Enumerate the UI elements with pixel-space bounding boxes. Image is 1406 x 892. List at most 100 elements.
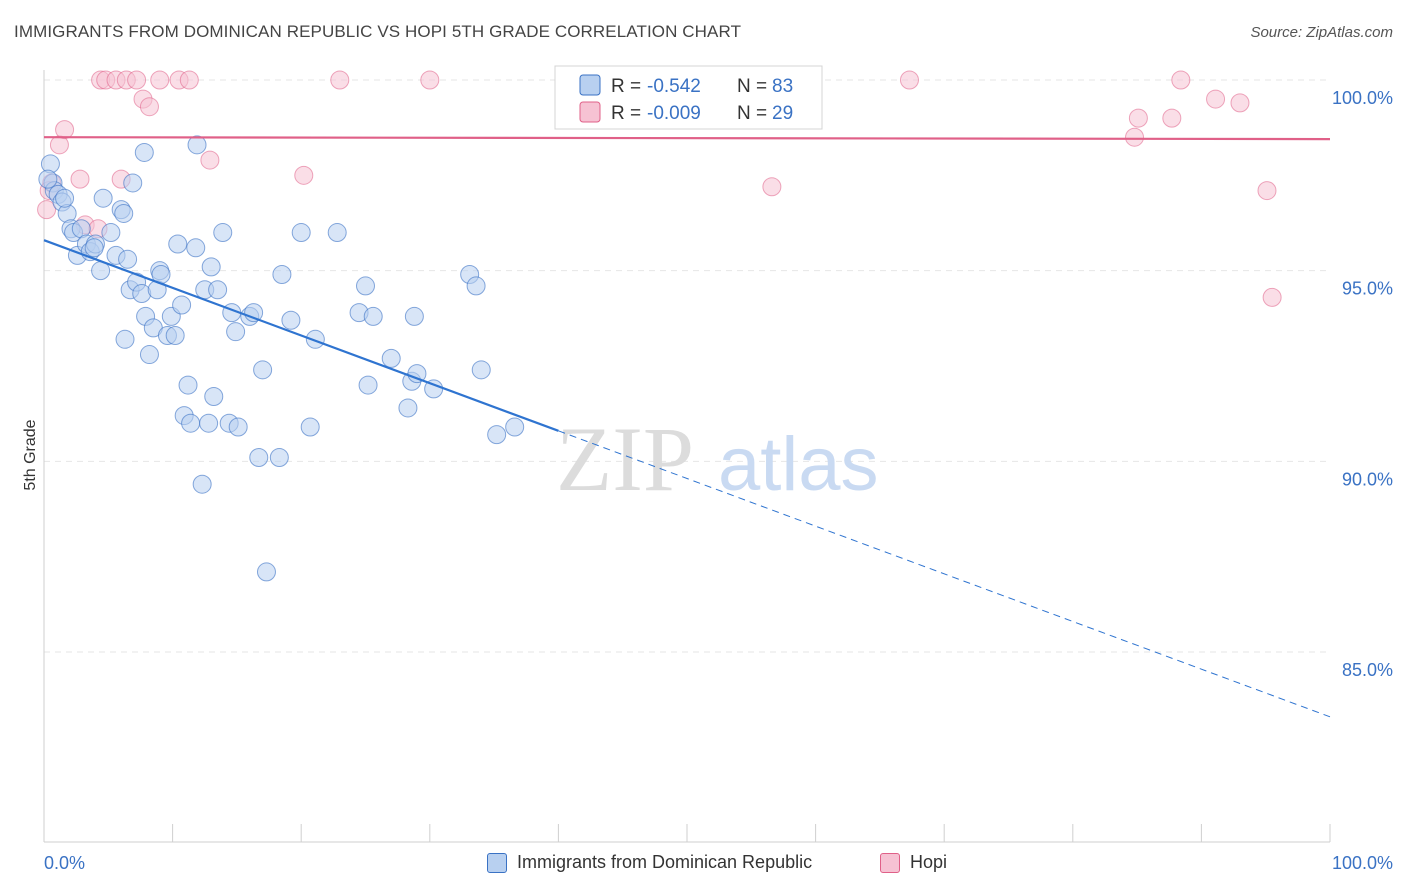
legend-label-dominican: Immigrants from Dominican Republic [517,852,813,872]
legend-item-hopi: Hopi [880,852,947,873]
x-tick-label-start: 0.0% [44,853,85,873]
dominican-point [404,306,424,326]
axes [43,70,1331,843]
dominican-point [199,413,219,433]
dominican-point [123,173,143,193]
dominican-point [269,448,289,468]
dominican-point [358,375,378,395]
hopi-point [1257,181,1277,201]
hopi-point [127,70,147,90]
dominican-point [168,234,188,254]
hopi-trend-line [43,136,1331,141]
hopi-point [1171,70,1191,90]
bottom-legend: Immigrants from Dominican Republic Hopi [0,852,1406,878]
dominican-point [249,448,269,468]
top-legend: R = -0.542 N = 83 R = -0.009 N = 29 [554,65,823,130]
hopi-point [70,169,90,189]
hopi-point [1206,89,1226,109]
dominican-point [115,329,135,349]
series-dominican-points [38,135,525,582]
dominican-point [398,398,418,418]
dominican-point [226,322,246,342]
chart-title: IMMIGRANTS FROM DOMINICAN REPUBLIC VS HO… [14,22,742,41]
hopi-point [55,120,75,140]
dominican-point [165,325,185,345]
hopi-point [1262,287,1282,307]
top-legend-n-label: N = [737,76,767,97]
grid-lines [44,79,1330,653]
y-tick-label-95: 95.0% [1342,279,1393,299]
dominican-point [192,474,212,494]
legend-swatch-hopi [880,852,900,873]
dominican-point [118,249,138,269]
hopi-point [420,70,440,90]
watermark: ZIP atlas [556,408,879,510]
y-tick-labels: 85.0% 90.0% 95.0% 100.0% [1332,88,1393,680]
x-tick-labels: 0.0% 100.0% [44,853,1393,873]
dominican-point [134,142,154,162]
dominican-point [256,562,276,582]
hopi-point [330,70,350,90]
top-legend-swatch-blue [579,74,601,96]
y-tick-label-90: 90.0% [1342,469,1393,489]
dominican-point [208,280,228,300]
dominican-point [213,223,233,243]
trend-lines [43,136,1331,718]
dominican-point [471,360,491,380]
watermark-zip: ZIP [556,408,694,510]
top-legend-n-value: 29 [772,103,793,124]
dominican-point [487,425,507,445]
dominican-trend-extrapolation [558,430,1331,718]
hopi-point [762,177,782,197]
top-legend-r-label: R = [611,76,641,97]
dominican-point [356,276,375,296]
dominican-point [253,360,273,380]
top-legend-r-value: -0.542 [647,76,701,97]
hopi-point [150,70,170,90]
hopi-point [139,97,159,117]
dominican-point [186,238,206,258]
dominican-point [305,329,325,349]
dominican-point [407,364,427,384]
dominican-point [327,223,347,243]
y-tick-label-100: 100.0% [1332,88,1393,108]
dominican-point [55,188,75,208]
dominican-point [381,348,401,368]
dominican-point [181,413,201,433]
dominican-point [187,135,207,155]
top-legend-n-value: 83 [772,76,793,97]
dominican-point [228,417,248,437]
hopi-point [1162,108,1182,128]
hopi-point [294,165,314,185]
dominican-point [93,188,113,208]
dominican-point [466,276,486,296]
watermark-atlas: atlas [718,422,879,507]
source-attribution: Source: ZipAtlas.com [1250,24,1393,41]
hopi-point [179,70,199,90]
top-legend-r-label: R = [611,103,641,124]
dominican-point [300,417,320,437]
legend-label-hopi: Hopi [910,852,948,872]
top-legend-n-label: N = [737,103,767,124]
x-tick-label-end: 100.0% [1332,853,1393,873]
dominican-point [38,169,58,189]
dominican-point [272,264,292,284]
dominican-point [291,223,311,243]
hopi-point [1128,108,1148,128]
hopi-point [1230,93,1250,113]
dominican-point [139,345,159,365]
legend-swatch-dominican [487,852,507,873]
dominican-point [172,295,192,315]
top-legend-swatch-pink [579,101,601,123]
dominican-trend-line [43,239,559,432]
dominican-point [201,257,221,277]
legend-item-dominican: Immigrants from Dominican Republic [487,852,812,873]
hopi-point [200,150,220,170]
dominican-point [204,387,224,407]
hopi-point [1125,127,1145,147]
dominican-point [178,375,198,395]
dominican-point [84,238,104,258]
top-legend-r-value: -0.009 [647,103,701,124]
dominican-point [281,310,301,330]
